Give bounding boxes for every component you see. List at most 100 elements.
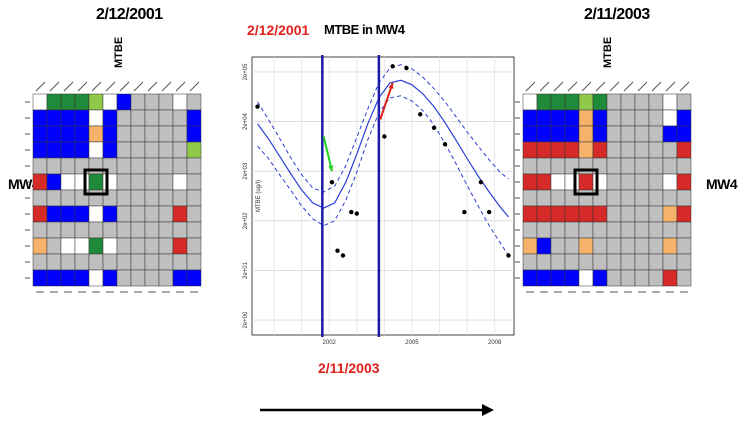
grid-cell bbox=[606, 173, 622, 191]
grid-cell bbox=[186, 205, 202, 223]
chart-top-red-date: 2/12/2001 bbox=[247, 22, 310, 38]
grid-cell bbox=[676, 221, 692, 239]
grid-cell bbox=[186, 253, 202, 271]
grid-cell bbox=[172, 253, 188, 271]
grid-cell bbox=[172, 269, 188, 287]
grid-cell bbox=[620, 189, 636, 207]
grid-cell bbox=[130, 237, 146, 255]
grid-cell bbox=[130, 141, 146, 159]
grid-cell bbox=[74, 189, 90, 207]
grid-cell bbox=[88, 109, 104, 127]
grid-cell bbox=[172, 141, 188, 159]
grid-cell bbox=[158, 205, 174, 223]
grid-cell bbox=[522, 93, 538, 111]
grid-cell bbox=[564, 93, 580, 111]
grid-cell bbox=[592, 253, 608, 271]
grid-cell bbox=[46, 109, 62, 127]
grid-cell bbox=[676, 189, 692, 207]
grid-cell bbox=[144, 269, 160, 287]
grid-cell bbox=[102, 221, 118, 239]
grid-cell bbox=[46, 157, 62, 175]
grid-cell bbox=[634, 253, 650, 271]
grid-cell bbox=[74, 269, 90, 287]
grid-cell bbox=[32, 205, 48, 223]
grid-cell bbox=[74, 93, 90, 111]
grid-cell bbox=[676, 93, 692, 111]
grid-cell bbox=[158, 269, 174, 287]
grid-cell bbox=[550, 205, 566, 223]
grid-cell bbox=[172, 189, 188, 207]
grid-cell bbox=[144, 237, 160, 255]
grid-cell bbox=[592, 237, 608, 255]
grid-cell bbox=[130, 125, 146, 143]
grid-cell bbox=[60, 173, 76, 191]
grid-cell bbox=[32, 93, 48, 111]
grid-cell bbox=[130, 109, 146, 127]
grid-cell bbox=[158, 125, 174, 143]
grid-cell bbox=[88, 157, 104, 175]
grid-cell bbox=[116, 269, 132, 287]
grid-cell bbox=[606, 93, 622, 111]
grid-cell bbox=[578, 93, 594, 111]
grid-cell bbox=[536, 269, 552, 287]
grid-cell bbox=[536, 141, 552, 159]
grid-cell bbox=[144, 93, 160, 111]
grid-cell bbox=[648, 157, 664, 175]
chart-title: MTBE in MW4 bbox=[324, 22, 405, 37]
grid-cell bbox=[32, 125, 48, 143]
lower-confidence-line bbox=[257, 95, 509, 256]
column-header-mark bbox=[525, 81, 536, 92]
grid-cell bbox=[676, 141, 692, 159]
grid-cell bbox=[648, 189, 664, 207]
grid-cell bbox=[116, 173, 132, 191]
grid-cell bbox=[88, 221, 104, 239]
grid-cell bbox=[144, 221, 160, 239]
grid-cell bbox=[648, 253, 664, 271]
grid-cell bbox=[46, 269, 62, 287]
grid-cell bbox=[186, 141, 202, 159]
grid-cell bbox=[606, 221, 622, 239]
chart-bottom-red-date: 2/11/2003 bbox=[318, 360, 380, 376]
grid-cell bbox=[102, 173, 118, 191]
grid-cell bbox=[662, 157, 678, 175]
grid-cell bbox=[550, 269, 566, 287]
grid-cell bbox=[648, 93, 664, 111]
grid-cell bbox=[564, 173, 580, 191]
grid-cell bbox=[676, 205, 692, 223]
grid-cell bbox=[606, 269, 622, 287]
grid-cell bbox=[102, 205, 118, 223]
green-arrow bbox=[322, 136, 333, 172]
right-mw4-label: MW4 bbox=[706, 176, 738, 192]
grid-cell bbox=[676, 269, 692, 287]
grid-cell bbox=[676, 157, 692, 175]
grid-cell bbox=[662, 189, 678, 207]
grid-cell bbox=[116, 205, 132, 223]
y-tick-label: 2e+03 bbox=[243, 162, 249, 180]
grid-cell bbox=[606, 205, 622, 223]
data-point bbox=[354, 211, 359, 216]
grid-cell bbox=[634, 157, 650, 175]
grid-cell bbox=[102, 189, 118, 207]
column-header-mark bbox=[651, 81, 662, 92]
grid-cell bbox=[186, 237, 202, 255]
grid-cell bbox=[88, 93, 104, 111]
mtbe-scatter-chart: 2e+00 2e+01 2e+02 2e+03 2e+04 2e+05 2002 2005 20… bbox=[243, 55, 515, 346]
grid-cell bbox=[676, 125, 692, 143]
grid-cell bbox=[74, 173, 90, 191]
grid-cell bbox=[676, 173, 692, 191]
grid-cell bbox=[88, 141, 104, 159]
grid-cell bbox=[592, 205, 608, 223]
grid-cell bbox=[522, 221, 538, 239]
grid-cell bbox=[116, 141, 132, 159]
grid-cell bbox=[620, 109, 636, 127]
grid-cell bbox=[102, 237, 118, 255]
grid-cell bbox=[102, 109, 118, 127]
grid-cell bbox=[46, 173, 62, 191]
grid-cell bbox=[536, 189, 552, 207]
grid-cell bbox=[592, 221, 608, 239]
grid-cell bbox=[60, 205, 76, 223]
grid-cell bbox=[60, 141, 76, 159]
grid-cell bbox=[634, 125, 650, 143]
grid-cell bbox=[620, 125, 636, 143]
mw4-highlight-box bbox=[83, 168, 109, 196]
